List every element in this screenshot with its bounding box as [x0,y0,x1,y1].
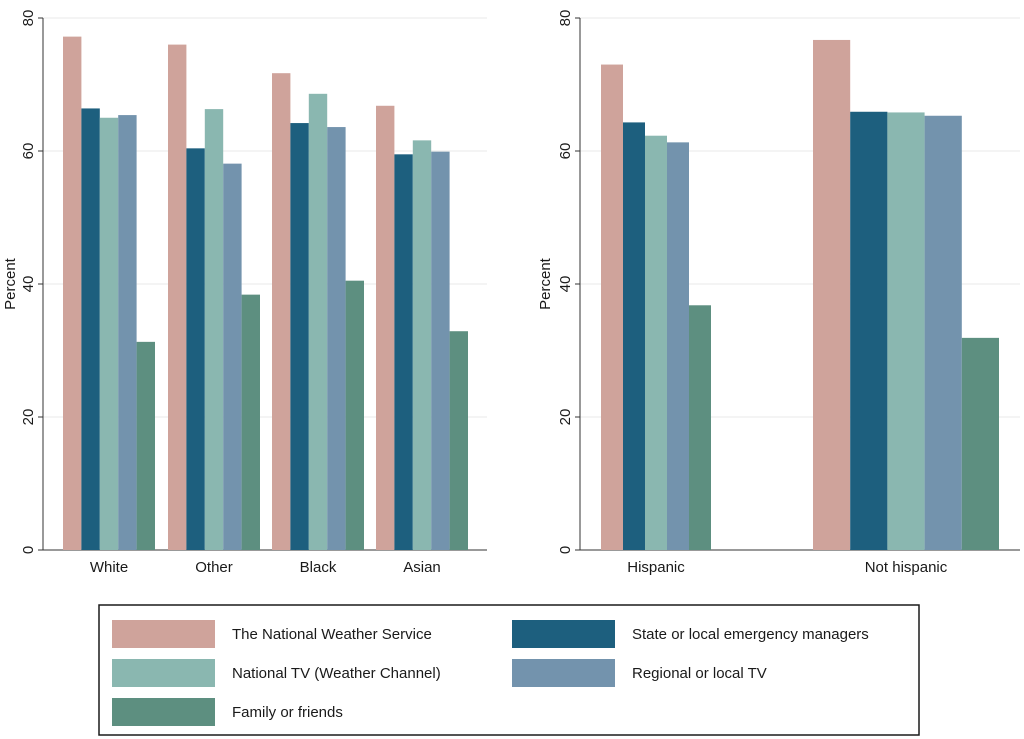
bar [924,115,962,550]
legend-label: Regional or local TV [632,665,767,682]
bar [345,280,364,550]
legend-swatch [512,659,615,687]
bar [204,109,224,550]
bar [223,163,242,550]
legend-swatch [112,659,215,687]
y-tick-label: 20 [20,409,37,426]
bar [272,73,291,550]
bar [308,93,328,550]
bar [850,111,888,550]
bar [136,341,155,550]
bar [63,36,82,551]
bar [449,331,468,550]
bar [887,112,925,551]
bar [118,115,137,550]
bar [601,64,623,551]
y-tick-label: 0 [557,546,574,554]
bar [81,108,100,550]
y-tick-label: 40 [20,276,37,293]
y-tick-label: 40 [557,276,574,293]
bar [327,127,346,550]
legend: The National Weather Service State or loc… [98,604,920,736]
legend-swatch [512,620,615,648]
legend-swatch [112,698,215,726]
legend-label: Family or friends [232,704,343,721]
legend-label: The National Weather Service [232,626,432,643]
legend-label: National TV (Weather Channel) [232,665,441,682]
y-axis-title: Percent [537,257,554,310]
bar [431,151,450,551]
x-category-label: Other [195,559,233,576]
y-tick-label: 80 [557,10,574,27]
x-category-label: Asian [403,559,441,576]
bar [99,117,119,550]
legend-box [98,604,920,736]
x-category-label: Hispanic [627,559,685,576]
x-category-label: Black [300,559,337,576]
legend-swatch [112,620,215,648]
legend-label: State or local emergency managers [632,626,869,643]
bar [394,154,413,550]
bar [241,294,260,550]
bar [168,44,187,550]
bar [689,305,711,550]
y-tick-label: 20 [557,409,574,426]
right-panel-ethnicity: 0 20 40 60 80 Percent Hispanic Not hispanic [537,10,1020,576]
y-axis-title: Percent [2,257,19,310]
bar [412,140,432,551]
bar [667,142,689,551]
left-panel-race: 0 20 40 60 80 Percent White Other Black Asian [2,10,487,576]
bar [376,105,395,550]
bar [645,135,667,550]
bar [623,122,645,550]
y-tick-label: 80 [20,10,37,27]
bar [290,123,309,550]
x-category-label: White [90,559,128,576]
y-tick-label: 60 [557,143,574,160]
bar [186,148,205,550]
bar [961,337,999,550]
bar [813,39,851,550]
x-category-label: Not hispanic [865,559,948,576]
y-tick-label: 60 [20,143,37,160]
y-tick-label: 0 [20,546,37,554]
